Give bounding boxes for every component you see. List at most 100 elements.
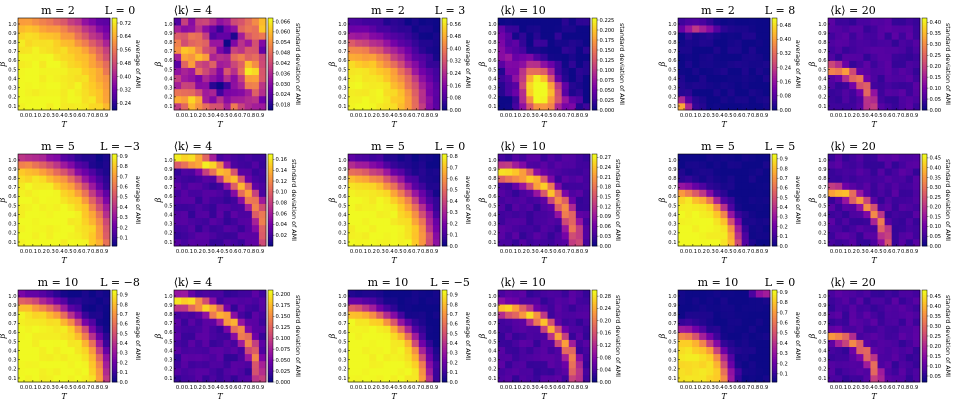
heatmap-cell [835, 346, 843, 355]
heatmap-cell [88, 168, 97, 176]
heatmap-cell [362, 88, 370, 97]
colorbar-segment [268, 87, 273, 90]
y-tick-label: 0.4 [818, 212, 827, 218]
heatmap-cell [60, 360, 68, 369]
heatmap-cell [912, 304, 921, 312]
heatmap-cell [849, 18, 857, 26]
heatmap-cell [877, 339, 886, 348]
heatmap-cell [498, 339, 506, 348]
colorbar-label: average of AMI [464, 40, 472, 88]
heatmap-cell [849, 67, 857, 76]
heatmap-cell [74, 224, 83, 233]
heatmap-cell [230, 360, 239, 369]
heatmap-cell [432, 53, 441, 61]
heatmap-cell [713, 39, 721, 47]
heatmap-cell [376, 304, 384, 312]
y-tick-label: 0.9 [488, 31, 496, 37]
heatmap-cell [828, 210, 836, 219]
heatmap-cell [202, 238, 210, 247]
colorbar-segment [772, 322, 777, 325]
colorbar-segment [922, 98, 927, 102]
heatmap-cell [258, 339, 267, 348]
heatmap-cell [505, 39, 513, 47]
heatmap-cell [81, 32, 90, 40]
heatmap-cell [181, 81, 189, 90]
heatmap-cell [251, 189, 260, 197]
heatmap-cell [216, 53, 224, 61]
heatmap-cell [713, 32, 721, 40]
heatmap-cell [755, 304, 764, 312]
colorbar-segment [922, 340, 927, 344]
heatmap-cell [692, 304, 700, 312]
heatmap-cell [397, 297, 406, 305]
x-tick-label: 0.9 [430, 113, 438, 119]
heatmap-cell [575, 304, 584, 312]
y-tick-label: 0.9 [488, 167, 496, 173]
colorbar-segment [922, 375, 927, 378]
y-tick-label: 0.9 [818, 303, 826, 309]
heatmap-cell [568, 60, 577, 68]
heatmap-cell [870, 290, 878, 298]
heatmap-cell [60, 238, 68, 247]
heatmap-cell [18, 189, 26, 197]
heatmap-cell [706, 346, 714, 355]
heatmap-cell [713, 217, 721, 226]
colorbar-segment [772, 296, 777, 300]
x-tick-label: 0.7 [238, 249, 246, 255]
heatmap-cell [582, 210, 591, 219]
heatmap-cell [720, 189, 728, 197]
heatmap-cell [582, 346, 591, 355]
colorbar-segment [442, 36, 447, 40]
heatmap-cell [195, 353, 203, 362]
heatmap-cell [706, 32, 714, 40]
heatmap-cell [383, 367, 391, 376]
heatmap-cell [685, 339, 693, 348]
heatmap-cell [561, 25, 570, 33]
colorbar-segment [592, 61, 597, 65]
y-axis-label: β [328, 197, 337, 203]
heatmap-cell [369, 18, 377, 26]
y-tick-label: 0.4 [488, 212, 497, 218]
heatmap-cell [582, 360, 591, 369]
colorbar-tick-label: 0.08 [600, 355, 612, 361]
heatmap-cell [411, 46, 420, 54]
heatmap-cell [202, 318, 210, 326]
heatmap-cell [720, 318, 728, 326]
heatmap-cell [898, 304, 907, 312]
heatmap-cell [81, 217, 90, 226]
colorbar-segment [268, 377, 273, 381]
heatmap-cell [355, 339, 363, 348]
heatmap-cell [727, 95, 736, 104]
heatmap-cell [418, 217, 427, 226]
heatmap-cell [891, 161, 900, 169]
heatmap-cell [720, 25, 728, 33]
heatmap-cell [526, 339, 534, 348]
heatmap-cell [369, 74, 377, 83]
colorbar-segment [922, 239, 927, 242]
colorbar-label: standard deviation of AMI [944, 23, 952, 105]
heatmap-cell [554, 224, 563, 233]
x-tick-label: 0.6 [733, 385, 741, 391]
colorbar-segment [112, 93, 117, 97]
heatmap-cell [575, 46, 584, 54]
y-tick-label: 0.8 [164, 176, 172, 182]
heatmap-cell [849, 217, 857, 226]
heatmap-cell [828, 46, 836, 54]
heatmap-cell [411, 175, 420, 183]
heatmap-cell [734, 102, 743, 111]
heatmap-cell [912, 318, 921, 326]
heatmap-cell [685, 168, 693, 176]
heatmap-cell [891, 217, 900, 226]
colorbar-segment [592, 202, 597, 205]
heatmap-cell [505, 346, 513, 355]
y-axis-label: β [328, 333, 337, 339]
colorbar-segment [268, 77, 273, 81]
heatmap-cell [67, 346, 76, 355]
heatmap-cell [102, 318, 111, 326]
heatmap-cell [498, 231, 506, 240]
heatmap-cell [706, 297, 714, 305]
heatmap-cell [397, 32, 406, 40]
colorbar-segment [922, 188, 927, 192]
heatmap-cell [88, 88, 97, 97]
colorbar-segment [592, 342, 597, 346]
